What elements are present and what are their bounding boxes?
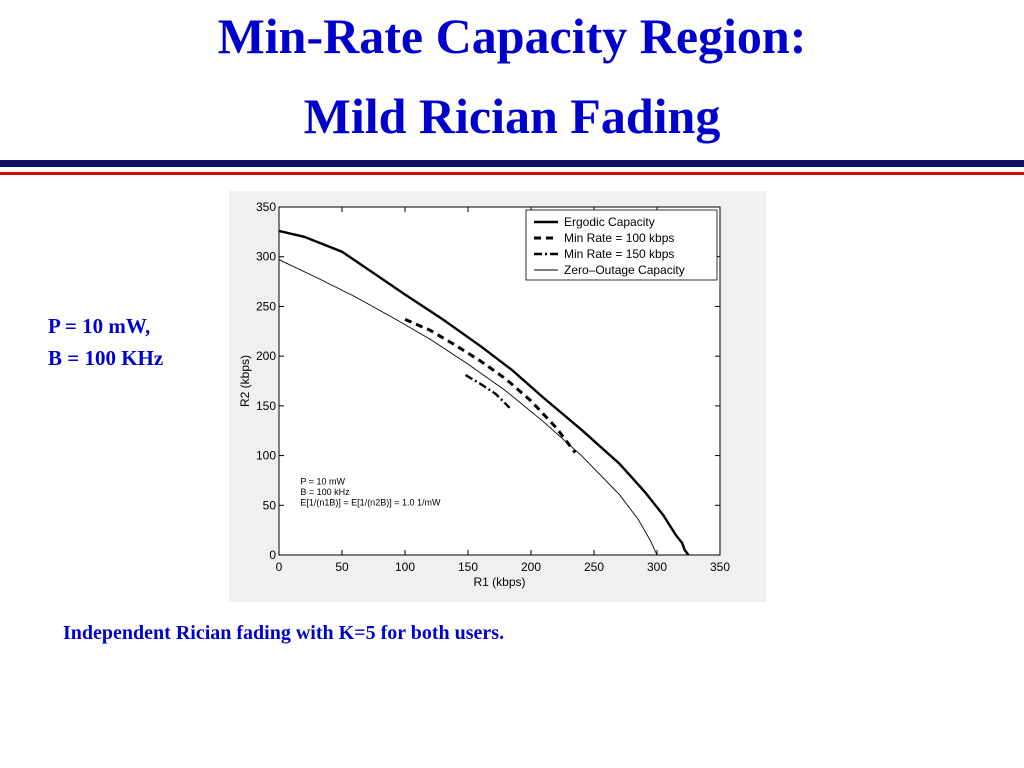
slide-title-line1: Min-Rate Capacity Region: bbox=[217, 8, 807, 64]
y-tick-label: 200 bbox=[256, 349, 276, 363]
y-tick-label: 100 bbox=[256, 449, 276, 463]
legend-entry: Zero–Outage Capacity bbox=[564, 263, 685, 277]
series-zero-outage-capacity bbox=[278, 259, 658, 556]
legend-entry: Ergodic Capacity bbox=[564, 215, 655, 229]
y-axis-label: R2 (kbps) bbox=[238, 355, 252, 407]
chart-annotation-line: P = 10 mW bbox=[300, 476, 345, 486]
slide-title-line2: Mild Rician Fading bbox=[303, 88, 721, 144]
series-ergodic-capacity bbox=[278, 229, 690, 556]
y-tick-label: 250 bbox=[256, 299, 276, 313]
x-tick-label: 200 bbox=[521, 560, 541, 574]
x-tick-label: 100 bbox=[395, 560, 415, 574]
x-axis-label: R1 (kbps) bbox=[473, 575, 525, 589]
slide-caption: Independent Rician fading with K=5 for b… bbox=[63, 622, 505, 644]
title-divider-red bbox=[0, 172, 1024, 175]
capacity-region-chart: 0 50 100 150 200 250 300 350 0 50 100 150 200 250 300 3… bbox=[238, 200, 730, 589]
x-tick-label: 0 bbox=[276, 560, 283, 574]
title-divider-navy bbox=[0, 160, 1024, 167]
chart-annotation-line: E[1/(n1B)] = E[1/(n2B)] = 1.0 1/mW bbox=[300, 497, 441, 507]
x-tick-label: 50 bbox=[335, 560, 349, 574]
x-tick-label: 300 bbox=[647, 560, 667, 574]
param-power-label: P = 10 mW, bbox=[48, 314, 151, 338]
x-tick-label: 250 bbox=[584, 560, 604, 574]
chart-legend: Ergodic Capacity Min Rate = 100 kbps Min R… bbox=[525, 209, 718, 281]
y-tick-label: 350 bbox=[256, 200, 276, 214]
legend-entry: Min Rate = 150 kbps bbox=[564, 247, 674, 261]
chart-frame: 0 50 100 150 200 250 300 350 0 50 100 150 200 250 300 3… bbox=[229, 191, 766, 602]
x-tick-label: 350 bbox=[710, 560, 730, 574]
y-tick-label: 150 bbox=[256, 399, 276, 413]
param-bandwidth-label: B = 100 KHz bbox=[48, 346, 164, 370]
y-tick-label: 0 bbox=[269, 548, 276, 562]
chart-annotation-line: B = 100 kHz bbox=[300, 487, 350, 497]
series-min-rate-100-kbps bbox=[404, 318, 577, 454]
y-tick-label: 50 bbox=[263, 498, 277, 512]
x-tick-label: 150 bbox=[458, 560, 478, 574]
legend-entry: Min Rate = 100 kbps bbox=[564, 231, 674, 245]
y-tick-label: 300 bbox=[256, 250, 276, 264]
